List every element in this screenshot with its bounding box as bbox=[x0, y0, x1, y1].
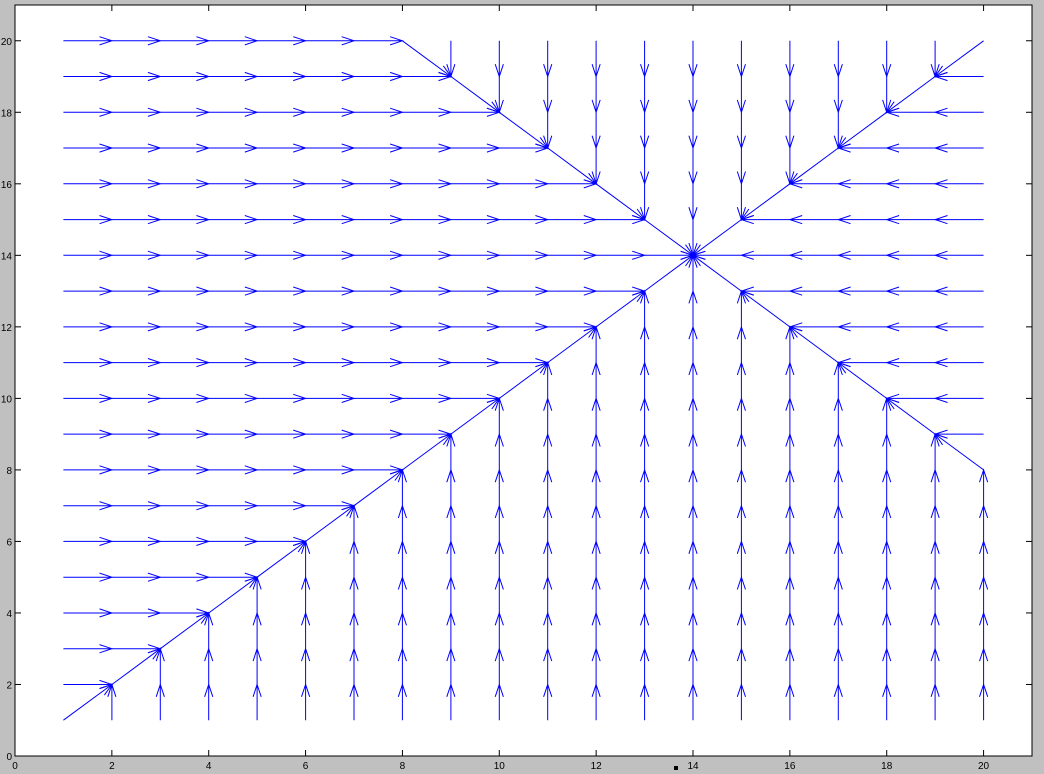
quiver-arrow bbox=[885, 250, 936, 260]
quiver-arrow bbox=[836, 250, 887, 260]
quiver-arrow bbox=[933, 286, 984, 296]
x-tick-label: 0 bbox=[12, 761, 18, 772]
quiver-arrow bbox=[785, 76, 795, 114]
quiver-arrow-diagonal bbox=[933, 40, 984, 78]
ticks-layer bbox=[14, 5, 1032, 757]
quiver-arrow bbox=[688, 183, 698, 222]
quiver-arrow bbox=[785, 112, 795, 150]
quiver-arrow bbox=[933, 250, 984, 260]
quiver-arrow bbox=[788, 250, 839, 260]
quiver-arrow bbox=[885, 215, 936, 225]
x-tick-label: 14 bbox=[687, 761, 699, 772]
quiver-arrow bbox=[933, 107, 984, 117]
y-tick-label: 14 bbox=[1, 251, 13, 262]
quiver-arrow bbox=[933, 393, 984, 403]
quiver-arrow bbox=[736, 148, 746, 186]
y-tick-label: 6 bbox=[6, 537, 12, 548]
quiver-arrow bbox=[591, 112, 601, 150]
quiver-arrow bbox=[640, 76, 650, 114]
x-tick-label: 6 bbox=[303, 761, 309, 772]
y-tick-label: 20 bbox=[1, 37, 13, 48]
y-tick-label: 8 bbox=[6, 466, 12, 477]
quiver-arrow bbox=[885, 179, 936, 189]
quiver-arrow bbox=[736, 76, 746, 114]
x-tick-label: 2 bbox=[109, 761, 115, 772]
y-tick-label: 12 bbox=[1, 323, 13, 334]
quiver-arrow bbox=[736, 40, 746, 79]
y-tick-label: 4 bbox=[6, 609, 12, 620]
quiver-arrow bbox=[688, 148, 698, 186]
quiver-arrow bbox=[446, 40, 456, 79]
x-tick-label: 18 bbox=[881, 761, 893, 772]
quiver-arrow bbox=[833, 76, 843, 114]
tick-labels-layer: 0 2 4 6 8 10 12 14 16 18 20 0 2 4 6 8 10 12 14 16 18 20 bbox=[1, 37, 990, 772]
quiver-arrow bbox=[640, 112, 650, 150]
quiver-arrow bbox=[785, 40, 795, 79]
quiver-arrow bbox=[836, 286, 887, 296]
quiver-arrow-diagonal bbox=[740, 183, 791, 221]
x-tick-label: 10 bbox=[494, 761, 506, 772]
quiver-arrow bbox=[933, 429, 984, 439]
quiver-arrow bbox=[543, 76, 553, 114]
x-tick-label: 20 bbox=[978, 761, 990, 772]
quiver-arrow bbox=[591, 76, 601, 114]
status-indicator bbox=[674, 766, 678, 770]
quiver-arrow bbox=[836, 358, 887, 368]
quiver-arrow-diagonal bbox=[837, 111, 887, 149]
quiver-arrow bbox=[833, 40, 843, 79]
quiver-arrow bbox=[736, 112, 746, 150]
quiver-arrow bbox=[640, 148, 650, 186]
quiver-arrow bbox=[494, 76, 504, 114]
quiver-arrow bbox=[885, 393, 936, 403]
quiver-arrow bbox=[933, 179, 984, 189]
quiver-arrow bbox=[882, 40, 892, 79]
y-tick-label: 10 bbox=[1, 394, 13, 405]
quiver-arrow bbox=[885, 143, 936, 153]
quiver-arrow bbox=[640, 40, 650, 79]
x-tick-label: 4 bbox=[206, 761, 212, 772]
quiver-arrow bbox=[933, 215, 984, 225]
quiver-arrow bbox=[688, 40, 698, 79]
quiver-arrow-diagonal bbox=[885, 76, 936, 114]
arrows-layer bbox=[63, 36, 989, 721]
quiver-arrow bbox=[885, 358, 936, 368]
y-tick-label: 16 bbox=[1, 180, 13, 191]
quiver-arrow bbox=[885, 322, 936, 332]
quiver-arrow bbox=[788, 215, 839, 225]
quiver-arrow bbox=[543, 40, 553, 79]
quiver-arrow bbox=[933, 358, 984, 368]
quiver-arrow bbox=[933, 322, 984, 332]
quiver-arrow bbox=[933, 143, 984, 153]
quiver-arrow bbox=[739, 286, 790, 296]
quiver-arrow-diagonal bbox=[691, 219, 742, 257]
quiver-arrow bbox=[688, 76, 698, 114]
quiver-arrow bbox=[543, 112, 553, 150]
quiver-arrow bbox=[788, 322, 839, 332]
quiver-arrow bbox=[836, 215, 887, 225]
quiver-arrow bbox=[739, 250, 790, 260]
quiver-arrow bbox=[836, 179, 887, 189]
quiver-arrow bbox=[836, 322, 887, 332]
quiver-arrow bbox=[494, 40, 504, 79]
x-tick-label: 12 bbox=[591, 761, 603, 772]
y-tick-label: 18 bbox=[1, 108, 13, 119]
y-tick-label: 0 bbox=[6, 752, 12, 763]
y-tick-label: 2 bbox=[6, 680, 12, 691]
quiver-arrow bbox=[640, 183, 650, 222]
quiver-arrow bbox=[788, 286, 839, 296]
quiver-arrow bbox=[688, 112, 698, 150]
quiver-arrow bbox=[885, 286, 936, 296]
x-tick-label: 8 bbox=[400, 761, 406, 772]
quiver-arrow bbox=[591, 40, 601, 79]
quiver-arrow bbox=[591, 148, 601, 186]
x-tick-label: 16 bbox=[784, 761, 796, 772]
quiver-arrow-diagonal bbox=[788, 147, 839, 185]
